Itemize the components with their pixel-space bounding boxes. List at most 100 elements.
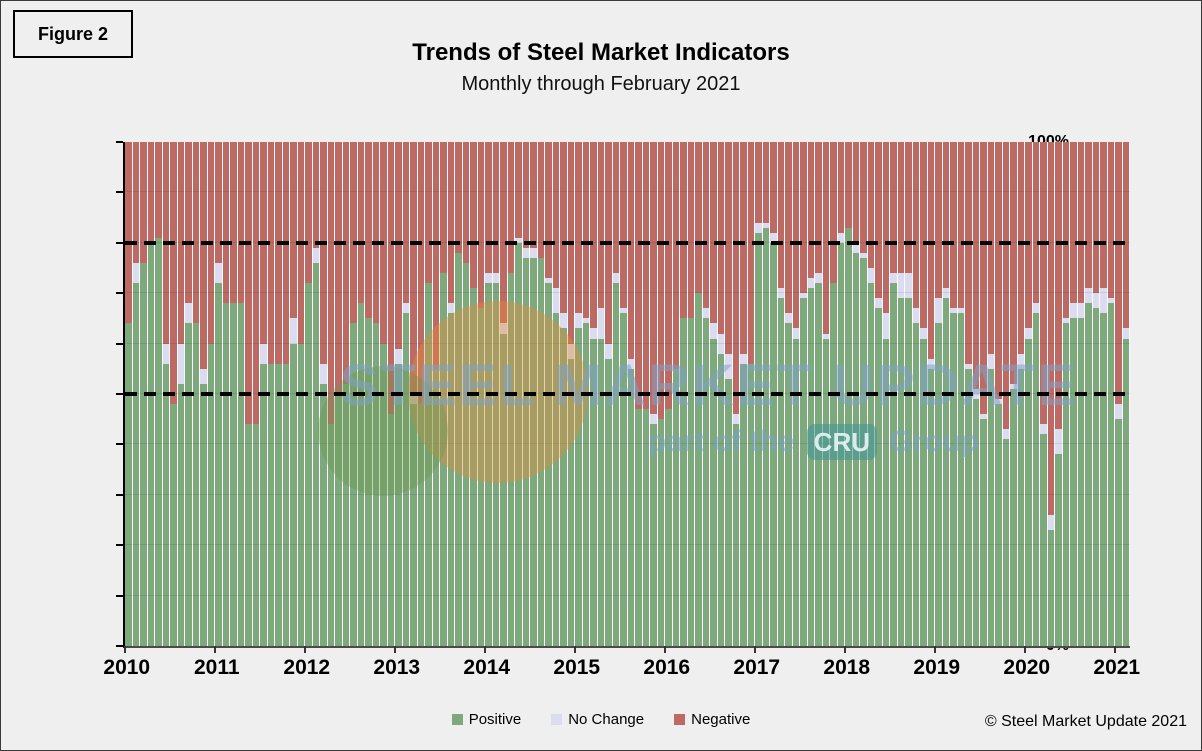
bar-2012-09	[365, 142, 372, 646]
legend-item-positive: Positive	[451, 711, 522, 728]
segment-negative	[140, 142, 147, 263]
y-axis-tick-100	[116, 141, 123, 143]
segment-no_change	[1085, 288, 1092, 304]
segment-negative	[1055, 142, 1062, 430]
segment-positive	[1092, 308, 1099, 646]
bar-2013-06	[432, 142, 439, 646]
segment-negative	[132, 142, 139, 263]
segment-positive	[237, 303, 244, 646]
bar-2016-02	[672, 142, 679, 646]
segment-negative	[597, 142, 604, 309]
segment-positive	[777, 298, 784, 646]
x-axis-label-2020: 2020	[1003, 656, 1051, 679]
bar-2020-08	[1077, 142, 1084, 646]
chart-title: Trends of Steel Market Indicators	[412, 39, 790, 66]
segment-positive	[657, 419, 664, 646]
bar-2019-02	[942, 142, 949, 646]
y-axis-tick-60	[116, 342, 123, 345]
segment-positive	[290, 343, 297, 646]
segment-positive	[1040, 434, 1047, 646]
segment-positive	[740, 363, 747, 646]
bar-2011-08	[267, 142, 274, 646]
segment-positive	[537, 257, 544, 646]
segment-positive	[455, 252, 462, 646]
bar-2013-07	[440, 142, 447, 646]
bar-2019-11	[1010, 142, 1017, 646]
segment-no_change	[822, 333, 829, 339]
segment-no_change	[710, 323, 717, 339]
bar-2013-10	[462, 142, 469, 646]
segment-positive	[357, 303, 364, 646]
segment-no_change	[1032, 303, 1039, 314]
segment-negative	[552, 142, 559, 289]
legend-item-no_change: No Change	[551, 711, 644, 728]
segment-negative	[905, 142, 912, 274]
legend-label-positive: Positive	[468, 711, 522, 728]
segment-positive	[830, 283, 837, 646]
y-axis-tick-30	[116, 493, 123, 496]
segment-positive	[702, 318, 709, 646]
segment-positive	[207, 343, 214, 646]
bar-2010-03	[140, 142, 147, 646]
segment-negative	[927, 142, 934, 359]
bar-2018-06	[882, 142, 889, 646]
segment-negative	[507, 142, 514, 274]
plot-area: STEEL MARKET UPDATE part of the CRU Grou…	[116, 141, 1130, 653]
segment-no_change	[770, 232, 777, 243]
bar-2017-04	[777, 142, 784, 646]
bar-2019-07	[980, 142, 987, 646]
segment-positive	[380, 343, 387, 646]
segment-positive	[987, 368, 994, 646]
y-axis-tick-50	[116, 393, 123, 395]
segment-positive	[905, 298, 912, 646]
segment-negative	[275, 142, 282, 364]
segment-positive	[567, 358, 574, 646]
bar-2014-08	[537, 142, 544, 646]
segment-positive	[815, 283, 822, 646]
segment-positive	[477, 308, 484, 646]
segment-no_change	[935, 298, 942, 324]
bar-2011-09	[275, 142, 282, 646]
segment-no_change	[590, 328, 597, 339]
segment-negative	[837, 142, 844, 233]
segment-negative	[1002, 142, 1009, 430]
segment-negative	[237, 142, 244, 304]
gridline-10	[125, 594, 1130, 596]
bar-2014-07	[530, 142, 537, 646]
segment-no_change	[800, 293, 807, 299]
segment-positive	[327, 424, 334, 646]
segment-no_change	[740, 353, 747, 364]
segment-negative	[785, 142, 792, 314]
segment-no_change	[320, 363, 327, 384]
segment-no_change	[312, 247, 319, 263]
segment-negative	[1025, 142, 1032, 329]
segment-no_change	[815, 273, 822, 284]
segment-negative	[935, 142, 942, 299]
segment-positive	[297, 343, 304, 646]
x-axis-label-2016: 2016	[643, 656, 691, 679]
segment-positive	[492, 283, 499, 646]
segment-positive	[1077, 318, 1084, 646]
segment-negative	[455, 142, 462, 253]
segment-negative	[830, 142, 837, 284]
segment-positive	[440, 273, 447, 646]
segment-positive	[1107, 303, 1114, 646]
segment-negative	[432, 142, 439, 369]
segment-positive	[447, 313, 454, 646]
segment-negative	[417, 142, 424, 405]
legend-label-no_change: No Change	[568, 711, 645, 728]
segment-negative	[342, 142, 349, 384]
bar-2012-10	[372, 142, 379, 646]
segment-no_change	[717, 333, 724, 354]
bar-2014-02	[492, 142, 499, 646]
segment-positive	[432, 368, 439, 646]
segment-negative	[672, 142, 679, 369]
segment-positive	[920, 338, 927, 646]
segment-negative	[590, 142, 597, 329]
segment-no_change	[545, 278, 552, 284]
bar-2019-03	[950, 142, 957, 646]
segment-no_change	[627, 358, 634, 369]
y-axis-tick-70	[116, 292, 123, 295]
segment-positive	[350, 323, 357, 646]
bar-2013-05	[425, 142, 432, 646]
